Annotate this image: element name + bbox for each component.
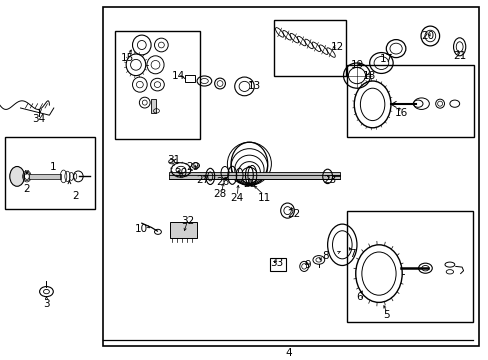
Text: 11: 11 [257,193,270,203]
Text: 19: 19 [349,60,363,70]
Text: 20: 20 [421,31,433,41]
Bar [5,137,95,209]
Text: 31: 31 [166,155,180,165]
Text: 5: 5 [382,310,389,320]
Bar [273,20,346,76]
Text: 29: 29 [186,162,200,172]
Text: 16: 16 [393,108,407,118]
Text: 32: 32 [181,216,195,226]
Bar [269,258,285,271]
Text: 9: 9 [304,260,311,270]
Bar [115,31,200,139]
Bar [168,172,339,179]
Text: 15: 15 [120,53,134,63]
Text: 2: 2 [23,184,30,194]
Bar [170,222,197,238]
Text: 26: 26 [215,177,229,187]
Text: 25: 25 [242,179,256,189]
Text: 27: 27 [196,175,209,185]
Text: 2: 2 [72,191,79,201]
Text: 30: 30 [174,168,187,178]
Bar [29,174,61,179]
Bar [150,99,155,113]
Text: 7: 7 [348,249,355,259]
Bar [346,65,473,137]
Text: 6: 6 [355,292,362,302]
Text: 33: 33 [269,258,283,268]
Text: 3: 3 [43,299,50,309]
Text: 23: 23 [323,175,336,185]
Text: 8: 8 [321,251,328,261]
Text: 4: 4 [285,348,291,358]
Text: 34: 34 [32,114,46,124]
Text: 17: 17 [379,54,392,64]
Text: 13: 13 [247,81,261,91]
Text: 12: 12 [330,42,344,52]
Text: 21: 21 [452,51,466,61]
Text: 14: 14 [171,71,185,81]
Text: 28: 28 [213,189,226,199]
Ellipse shape [10,166,24,186]
Text: 18: 18 [362,71,375,81]
Text: 22: 22 [286,209,300,219]
Bar [102,7,478,346]
Text: 24: 24 [230,193,244,203]
Bar [346,211,472,322]
Bar [184,75,194,82]
Text: 10: 10 [135,224,148,234]
Text: 1: 1 [49,162,56,172]
